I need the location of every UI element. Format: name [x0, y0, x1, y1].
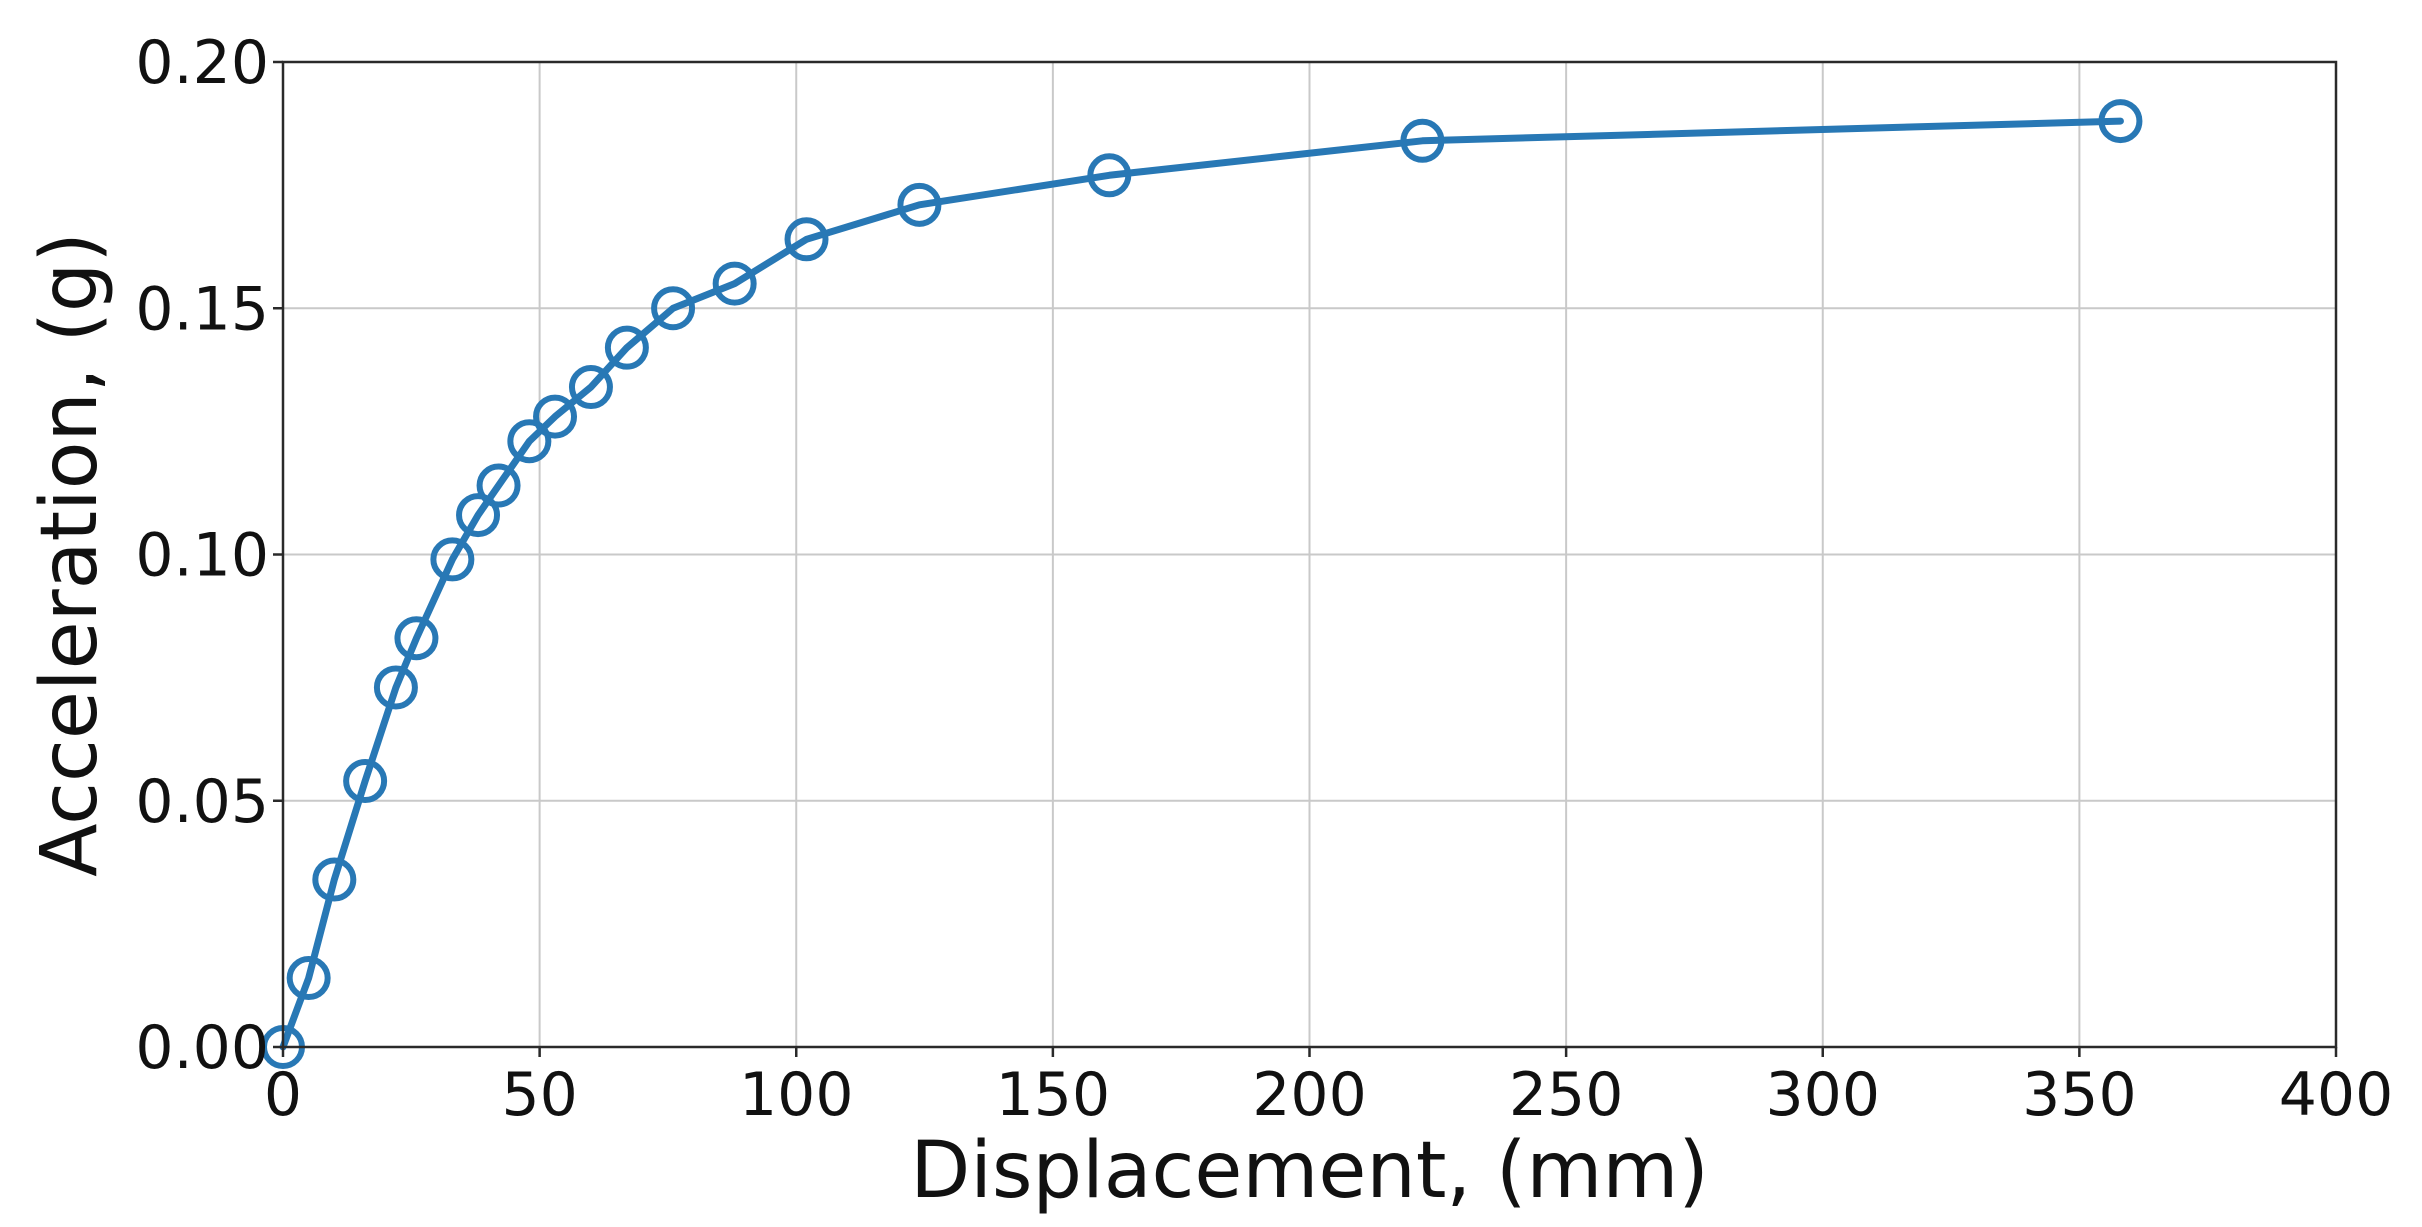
y-tick-label: 0.05: [135, 767, 269, 837]
axis-ticks: 0 50 100 150 200 250 300 350 400 0.00 0.05 0.10 0.15…: [135, 28, 2393, 1130]
x-tick-label: 250: [1509, 1060, 1624, 1130]
x-tick-label: 0: [264, 1060, 302, 1130]
x-tick-label: 150: [996, 1060, 1111, 1130]
data-point-marker: [897, 182, 942, 227]
data-point-marker: [568, 365, 613, 410]
y-tick-label: 0.20: [135, 28, 269, 98]
data-point-marker: [1087, 153, 1132, 198]
data-point-marker: [784, 217, 829, 262]
data-point-marker: [604, 325, 649, 370]
data-point-marker: [507, 419, 552, 464]
x-tick-label: 400: [2279, 1060, 2394, 1130]
data-point-marker: [373, 665, 418, 710]
x-tick-label: 50: [501, 1060, 577, 1130]
data-point-marker: [456, 493, 501, 538]
y-tick-label: 0.10: [135, 521, 269, 591]
data-point-marker: [533, 394, 578, 439]
x-tick-label: 100: [739, 1060, 854, 1130]
data-point-marker: [343, 759, 388, 804]
data-point-marker: [651, 286, 696, 331]
data-point-marker: [312, 857, 357, 902]
data-point-marker: [712, 261, 757, 306]
x-tick-label: 350: [2022, 1060, 2137, 1130]
x-axis-title: Displacement, (mm): [910, 1126, 1709, 1216]
grid: [282, 61, 2337, 1048]
data-point-marker: [286, 956, 331, 1001]
series: [261, 99, 2143, 1069]
series-line: [279, 117, 2124, 1051]
y-tick-label: 0.15: [135, 274, 269, 344]
x-tick-label: 300: [1765, 1060, 1880, 1130]
data-point-marker: [430, 537, 475, 582]
data-point-marker: [476, 463, 521, 508]
data-point-marker: [1400, 118, 1445, 163]
data-point-marker: [394, 616, 439, 661]
data-point-marker: [2098, 99, 2143, 144]
y-tick-label: 0.00: [135, 1013, 269, 1083]
y-axis-title: Acceleration, (g): [25, 232, 115, 877]
x-tick-label: 200: [1252, 1060, 1367, 1130]
